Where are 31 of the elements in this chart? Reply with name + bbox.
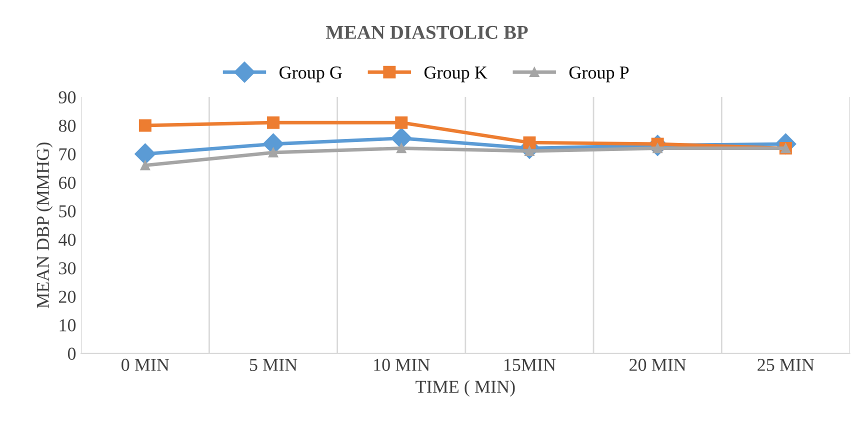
chart-title: MEAN DIASTOLIC BP: [326, 26, 528, 39]
y-tick-label: 70: [59, 148, 76, 160]
y-axis-title: MEAN DBP (MMHG): [36, 142, 53, 308]
point: [268, 148, 278, 158]
point: [390, 128, 412, 149]
x-tick-label: 10 MIN: [374, 358, 430, 371]
x-tick-label: 15MIN: [504, 358, 556, 371]
point: [523, 136, 536, 149]
x-tick-label: 5 MIN: [250, 358, 298, 371]
legend-label: Group K: [424, 66, 488, 82]
y-tick-label: 50: [59, 205, 76, 218]
y-tick-label: 20: [59, 290, 76, 303]
point: [140, 160, 150, 170]
y-tick-label: 40: [58, 234, 76, 246]
point: [138, 119, 152, 132]
legend-label: Group P: [569, 66, 629, 82]
y-tick-label: 80: [58, 120, 76, 132]
legend-label: Group G: [280, 66, 342, 82]
x-tick-label: 0 MIN: [122, 358, 170, 371]
y-tick-label: 0: [68, 348, 76, 360]
y-tick-label: 60: [58, 176, 76, 189]
point: [267, 116, 280, 129]
y-tick-label: 30: [59, 262, 76, 274]
y-tick-label: 90: [58, 91, 76, 104]
y-tick-label: 10: [60, 319, 76, 332]
point: [396, 143, 406, 154]
point: [134, 143, 156, 164]
x-tick-label: 20 MIN: [630, 358, 686, 371]
x-axis-title: TIME ( MIN): [416, 380, 515, 397]
point: [395, 116, 408, 129]
x-tick-label: 25 MIN: [758, 358, 814, 371]
